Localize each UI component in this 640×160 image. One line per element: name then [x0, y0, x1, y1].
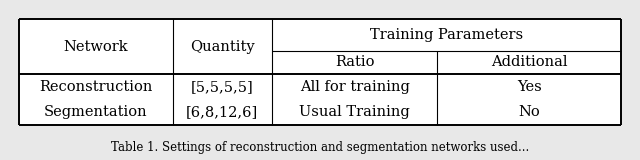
Text: Additional: Additional: [491, 56, 567, 69]
Text: Reconstruction: Reconstruction: [39, 80, 152, 94]
Text: Segmentation: Segmentation: [44, 105, 148, 119]
Text: Ratio: Ratio: [335, 56, 374, 69]
Text: Usual Training: Usual Training: [300, 105, 410, 119]
Text: Quantity: Quantity: [190, 40, 255, 54]
Text: Network: Network: [63, 40, 128, 54]
Text: [5,5,5,5]: [5,5,5,5]: [191, 80, 253, 94]
Text: Yes: Yes: [516, 80, 541, 94]
Text: Training Parameters: Training Parameters: [370, 28, 523, 42]
Text: No: No: [518, 105, 540, 119]
Text: Table 1. Settings of reconstruction and segmentation networks used...: Table 1. Settings of reconstruction and …: [111, 141, 529, 154]
Text: [6,8,12,6]: [6,8,12,6]: [186, 105, 259, 119]
Text: All for training: All for training: [300, 80, 410, 94]
Bar: [19, 19, 621, 125]
